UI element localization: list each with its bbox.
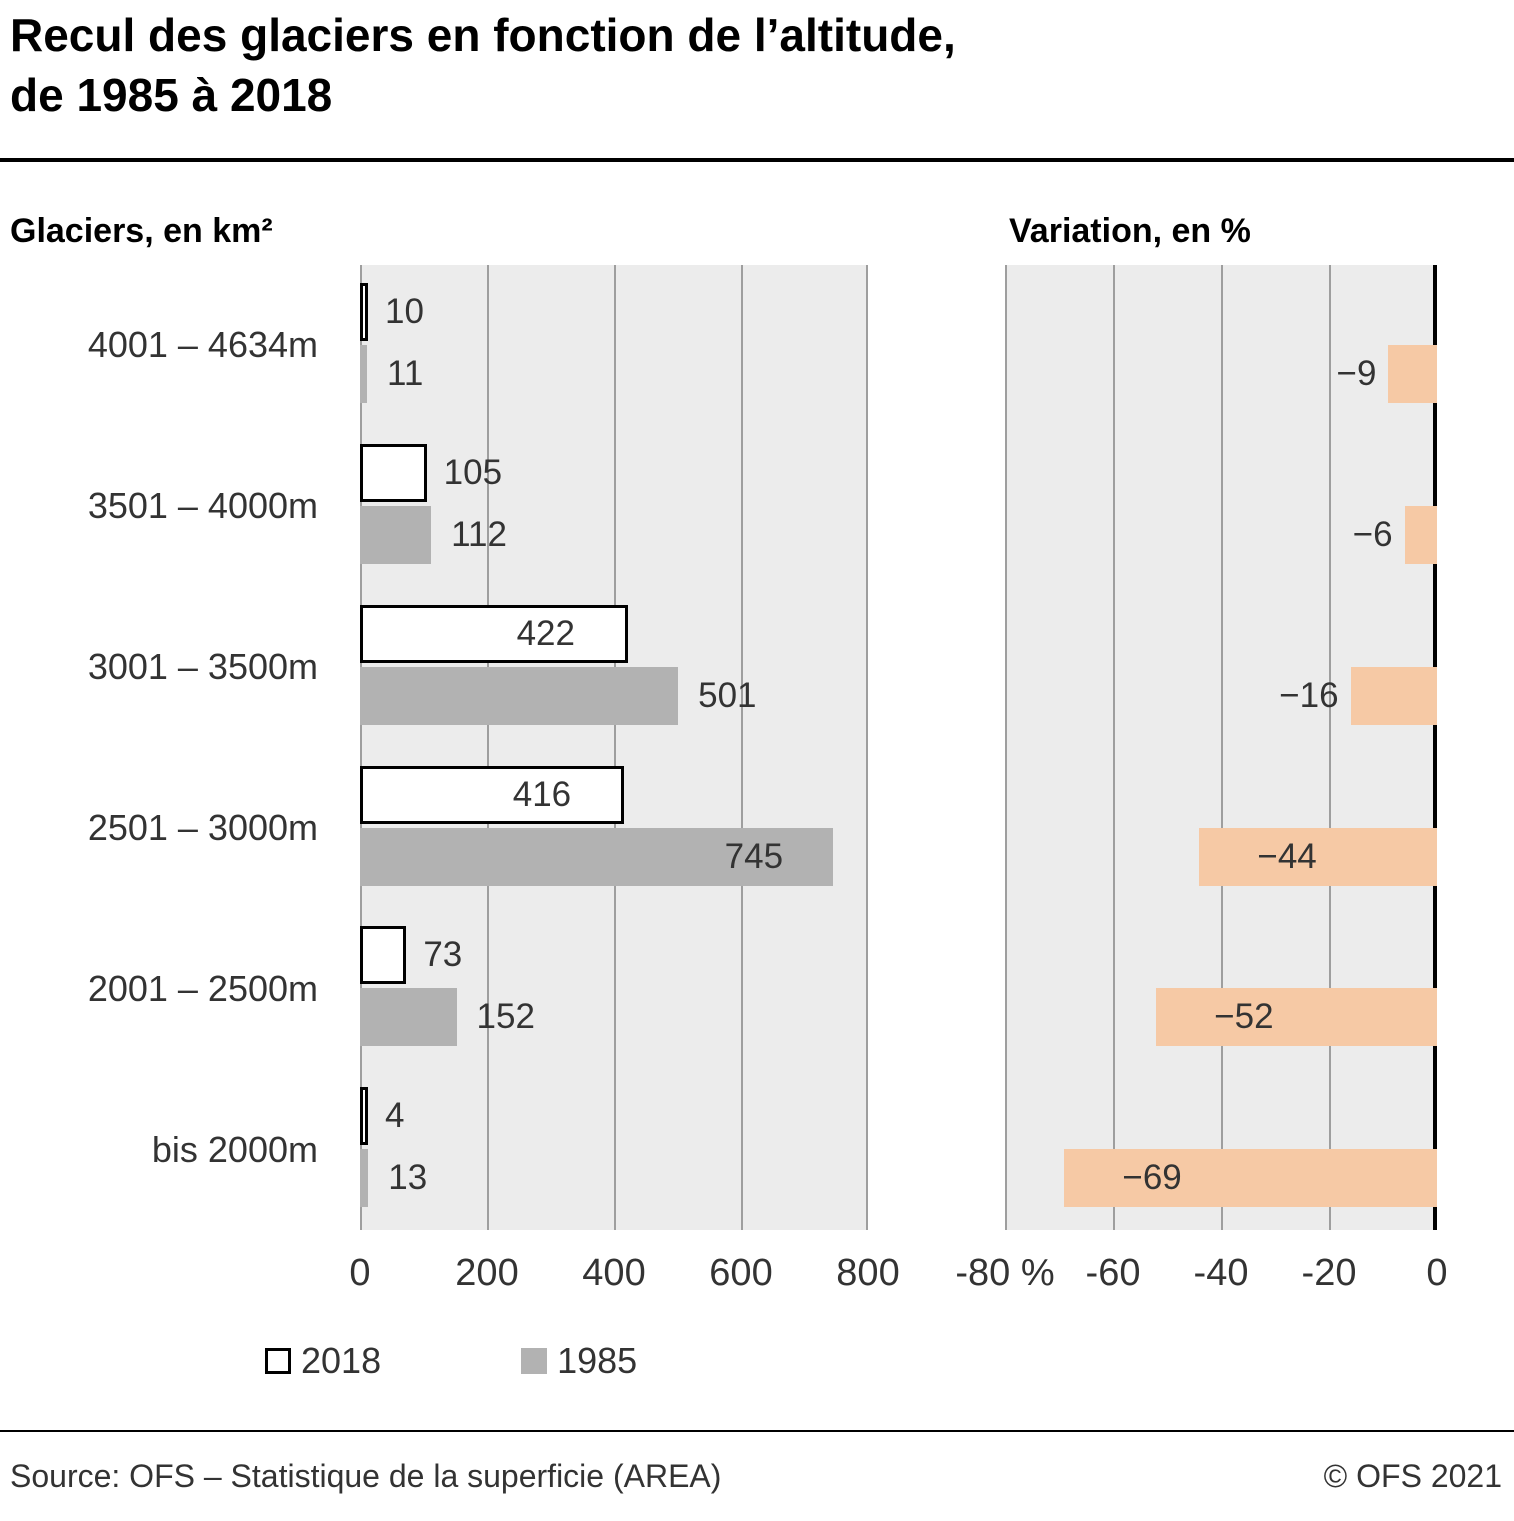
bar-2018: 422 <box>360 604 628 663</box>
x-tick-label: -40 <box>1193 1252 1249 1294</box>
glaciers-x-axis: 0 200 400 600 800 <box>349 1252 899 1302</box>
bar-2018: 105 <box>360 443 502 502</box>
legend: 2018 1985 <box>265 1340 637 1382</box>
bar-value-label: −16 <box>1279 675 1339 715</box>
category-label: bis 2000m <box>151 1128 318 1170</box>
bar-2018: 73 <box>360 926 462 985</box>
gridline <box>614 265 616 1230</box>
x-tick-label: -20 <box>1301 1252 1357 1294</box>
variation-plot: −9 −6 −16 −44 −52 −69 <box>1005 265 1437 1230</box>
x-tick-label: -60 <box>1085 1252 1141 1294</box>
bar-variation: −6 <box>1353 505 1437 564</box>
bar-variation: −9 <box>1337 345 1437 403</box>
source-text: Source: OFS – Statistique de la superfic… <box>10 1458 722 1494</box>
bar-2018: 416 <box>360 765 625 824</box>
x-tick-label: 800 <box>836 1252 900 1294</box>
gridline <box>1221 265 1223 1230</box>
right-panel-title: Variation, en % <box>1009 212 1251 250</box>
x-tick-label: 0 <box>1426 1252 1448 1294</box>
zero-axis-line <box>1433 265 1437 1230</box>
copyright-text: © OFS 2021 <box>1323 1458 1502 1494</box>
legend-swatch-2018-icon <box>265 1348 291 1374</box>
glaciers-plot: 10 105 422 416 73 4 11 112 501 745 152 13 <box>360 265 868 1230</box>
bar-value-label: 105 <box>443 452 503 492</box>
chart-title-line1: Recul des glaciers en fonction de l’alti… <box>10 9 956 61</box>
bar-value-label: 73 <box>423 935 463 975</box>
gridline <box>866 265 868 1230</box>
bar-variation: −44 <box>1199 827 1437 886</box>
bar-value-label: −6 <box>1352 514 1393 554</box>
gridline <box>1005 265 1007 1230</box>
bar-value-label: 11 <box>386 354 424 393</box>
legend-swatch-1985-icon <box>521 1348 548 1374</box>
category-label: 3501 – 4000m <box>87 485 318 527</box>
legend-item-1985: 1985 <box>521 1340 637 1382</box>
bar-2018: 4 <box>360 1087 404 1146</box>
bar-value-label: 112 <box>451 514 507 554</box>
bar-1985: 152 <box>360 988 535 1047</box>
bar-value-label: −44 <box>1257 836 1317 876</box>
gridline <box>741 265 743 1230</box>
x-tick-label: -80 % <box>955 1252 1055 1294</box>
bar-1985: 11 <box>360 345 423 403</box>
bar-value-label: −69 <box>1122 1158 1182 1198</box>
category-label: 4001 – 4634m <box>87 324 318 366</box>
bar-value-label: 501 <box>698 675 757 715</box>
legend-item-2018: 2018 <box>265 1340 381 1382</box>
bar-value-label: −52 <box>1214 997 1274 1037</box>
bar-value-label: 422 <box>516 613 575 653</box>
x-tick-label: 200 <box>455 1252 519 1294</box>
legend-label-1985: 1985 <box>557 1340 638 1381</box>
x-tick-label: 0 <box>349 1252 371 1294</box>
bar-2018: 10 <box>360 283 424 341</box>
bar-variation: −16 <box>1279 666 1437 725</box>
gridline <box>1329 265 1331 1230</box>
bar-value-label: 745 <box>724 836 784 876</box>
chart-title-line2: de 1985 à 2018 <box>10 68 333 121</box>
bar-value-label: 152 <box>476 997 535 1037</box>
footer-divider <box>0 1430 1514 1432</box>
category-label: 3001 – 3500m <box>87 646 318 688</box>
bar-value-label: 13 <box>388 1158 428 1198</box>
bar-value-label: 10 <box>385 292 424 331</box>
bar-value-label: −9 <box>1336 354 1377 393</box>
chart-title: Recul des glaciers en fonction de l’alti… <box>10 6 956 126</box>
legend-label-2018: 2018 <box>301 1340 382 1381</box>
gridline <box>360 265 362 1230</box>
x-tick-label: 600 <box>709 1252 773 1294</box>
bar-1985: 13 <box>360 1149 427 1208</box>
bar-value-label: 4 <box>385 1096 405 1136</box>
x-tick-label: 400 <box>582 1252 646 1294</box>
gridline <box>1113 265 1115 1230</box>
left-panel-title: Glaciers, en km² <box>10 212 273 250</box>
bar-1985: 112 <box>360 505 507 564</box>
variation-x-axis: -80 % -60 -40 -20 0 <box>955 1252 1447 1302</box>
title-divider <box>0 158 1514 162</box>
category-label: 2501 – 3000m <box>87 806 318 848</box>
category-axis: 4001 – 4634m 3501 – 4000m 3001 – 3500m 2501… <box>0 265 318 1230</box>
gridline <box>487 265 489 1230</box>
bar-variation: −52 <box>1156 988 1437 1047</box>
bar-1985: 745 <box>360 827 834 886</box>
bar-1985: 501 <box>360 666 757 725</box>
bar-variation: −69 <box>1064 1149 1437 1208</box>
bar-value-label: 416 <box>512 774 572 814</box>
category-label: 2001 – 2500m <box>87 967 318 1009</box>
